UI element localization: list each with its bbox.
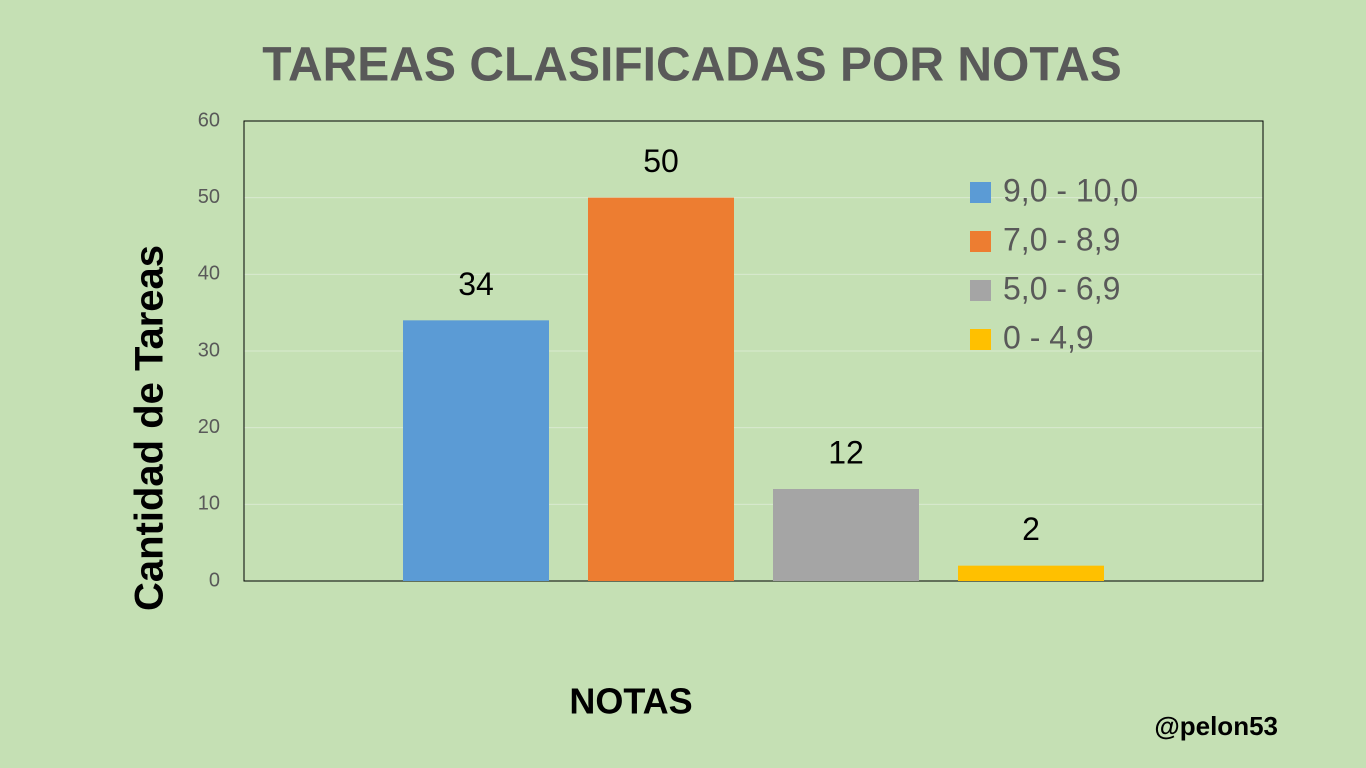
plot-border (243, 120, 1264, 582)
legend-swatch (970, 182, 991, 203)
y-tick-label: 60 (198, 109, 220, 131)
bar (773, 489, 919, 581)
legend-label: 7,0 - 8,9 (1003, 221, 1120, 257)
legend-swatch (970, 329, 991, 350)
watermark: @pelon53 (1154, 711, 1278, 741)
legend-label: 5,0 - 6,9 (1003, 270, 1120, 306)
y-tick-label: 20 (198, 416, 220, 438)
bar (958, 565, 1104, 581)
y-tick-label: 10 (198, 493, 220, 515)
y-axis-label: Cantidad de Tareas (128, 245, 172, 611)
bar (588, 197, 734, 581)
chart-title: TAREAS CLASIFICADAS POR NOTAS (262, 39, 1122, 92)
legend-swatch (970, 231, 991, 252)
x-axis-label: NOTAS (569, 681, 692, 722)
data-label: 34 (458, 266, 494, 302)
bar (403, 320, 549, 581)
data-label: 2 (1022, 511, 1040, 547)
legend-label: 9,0 - 10,0 (1003, 172, 1138, 208)
y-tick-label: 0 (209, 569, 220, 591)
y-tick-label: 50 (198, 186, 220, 208)
y-tick-label: 40 (198, 263, 220, 285)
y-tick-label: 30 (198, 339, 220, 361)
data-label: 12 (828, 434, 864, 470)
data-label: 50 (643, 143, 679, 179)
legend-swatch (970, 280, 991, 301)
legend-label: 0 - 4,9 (1003, 319, 1094, 355)
